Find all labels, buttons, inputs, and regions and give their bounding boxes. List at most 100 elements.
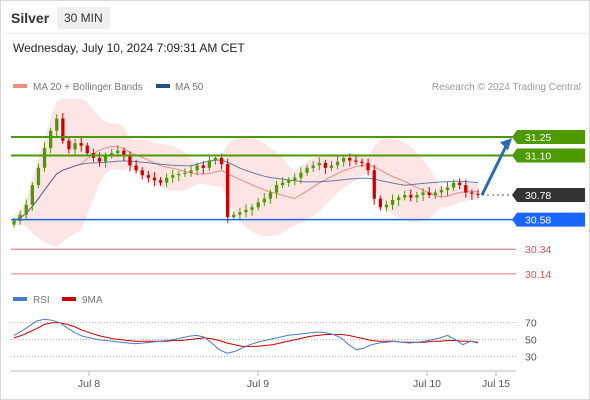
candle-body [384,204,389,208]
candle-body [256,202,260,208]
rsi-line [13,318,479,354]
candle-body [55,118,59,131]
x-axis: Jul 8 Jul 9 Jul 10 Jul 15 [78,371,510,390]
x-tick-label: Jul 8 [78,378,100,390]
candle-body [238,212,242,215]
candle-body [342,158,346,162]
candle-body [177,174,181,176]
candle-body [287,180,291,183]
candle-body [116,150,120,154]
level-label: 31.10 [525,151,551,163]
candle-body [390,199,395,205]
ma20-legend-label: MA 20 + Bollinger Bands [33,82,143,93]
bollinger-band [14,98,478,247]
ma9-legend-label: 9MA [82,295,103,306]
candle-body [195,165,199,171]
level-tag-resistance [512,148,585,163]
candle-body [122,150,126,156]
candle-body [360,161,364,163]
instrument-title: Silver [11,10,50,26]
candle-body [103,155,108,162]
candle-body [305,167,309,173]
candle-body [464,185,468,193]
header-divider [0,33,590,34]
candle-body [189,170,193,173]
candle-body [476,193,480,195]
candle-body [171,175,175,178]
candle-body [354,160,358,162]
price-plot-area [12,98,480,247]
candle-body [250,207,254,210]
candle-body [42,148,47,168]
candle-body [61,118,65,141]
rsi-level-label: 30 [525,352,537,364]
rsi-plot-area: 70 50 30 [11,318,537,364]
x-tick-label: Jul 9 [247,378,269,390]
candle-body [403,195,407,198]
candle-body [134,165,138,171]
candle-body [226,164,230,218]
candle-body [152,177,157,181]
candle-body [299,172,303,178]
candle-body [427,192,431,195]
candle-body [146,175,150,178]
ma50-legend-swatch [156,84,170,88]
candle-body [49,130,53,149]
ma50-legend-label: MA 50 [175,82,204,93]
candle-body [201,165,205,168]
candle-body [421,192,425,195]
candle-body [445,187,450,191]
level-tag-resistance [512,130,585,144]
level-label: 31.25 [525,132,551,144]
x-tick-label: Jul 10 [413,378,441,390]
candle-body [128,155,132,166]
candle-body [458,182,462,186]
candle-body [366,162,370,171]
ma20-legend-swatch [13,84,27,88]
candle-body [262,198,266,203]
candle-body [97,158,102,162]
candle-body [12,220,16,225]
candle-body [18,214,22,221]
candle-body [140,170,144,176]
level-label: 30.14 [525,269,551,281]
candle-body [329,165,334,168]
level-label: 30.78 [525,190,551,202]
candle-body [470,192,474,194]
candle-body [268,192,273,199]
candle-body [158,180,163,183]
candle-body [348,158,352,161]
candle-body [30,185,34,205]
candle-body [207,160,211,168]
candle-body [85,145,89,153]
candle-body [73,143,77,150]
report-datetime: Wednesday, July 10, 2024 7:09:31 AM CET [13,41,245,55]
candle-body [183,172,187,174]
candle-body [317,162,321,166]
candle-body [79,143,83,146]
level-tag-support [512,212,585,227]
candle-body [110,153,114,156]
candle-body [451,182,456,188]
timeframe-badge[interactable]: 30 MIN [57,7,110,29]
forecast-arrow-head [500,138,512,151]
candle-body [433,192,437,195]
candle-body [165,177,169,183]
candle-body [323,162,327,168]
x-tick-label: Jul 15 [482,378,510,390]
candle-body [219,158,224,165]
research-credit: Research © 2024 Trading Central [432,82,581,93]
candle-body [281,182,285,186]
candle-body [439,190,443,193]
rsi-legend-swatch [13,297,27,301]
forecast-arrow-shaft [480,143,509,196]
candle-body [244,209,248,213]
level-tag-current [512,188,585,202]
ma50-line [13,159,479,222]
candle-body [274,185,279,193]
ma9-legend-swatch [62,297,76,301]
price-levels: 31.25 31.10 30.78 30.58 30.34 30.14 [11,130,585,281]
candle-body [335,161,340,166]
level-label: 30.58 [525,215,551,227]
candle-body [67,140,71,150]
